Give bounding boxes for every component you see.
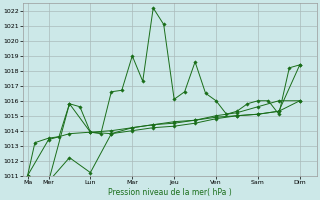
X-axis label: Pression niveau de la mer( hPa ): Pression niveau de la mer( hPa ) [108,188,232,197]
